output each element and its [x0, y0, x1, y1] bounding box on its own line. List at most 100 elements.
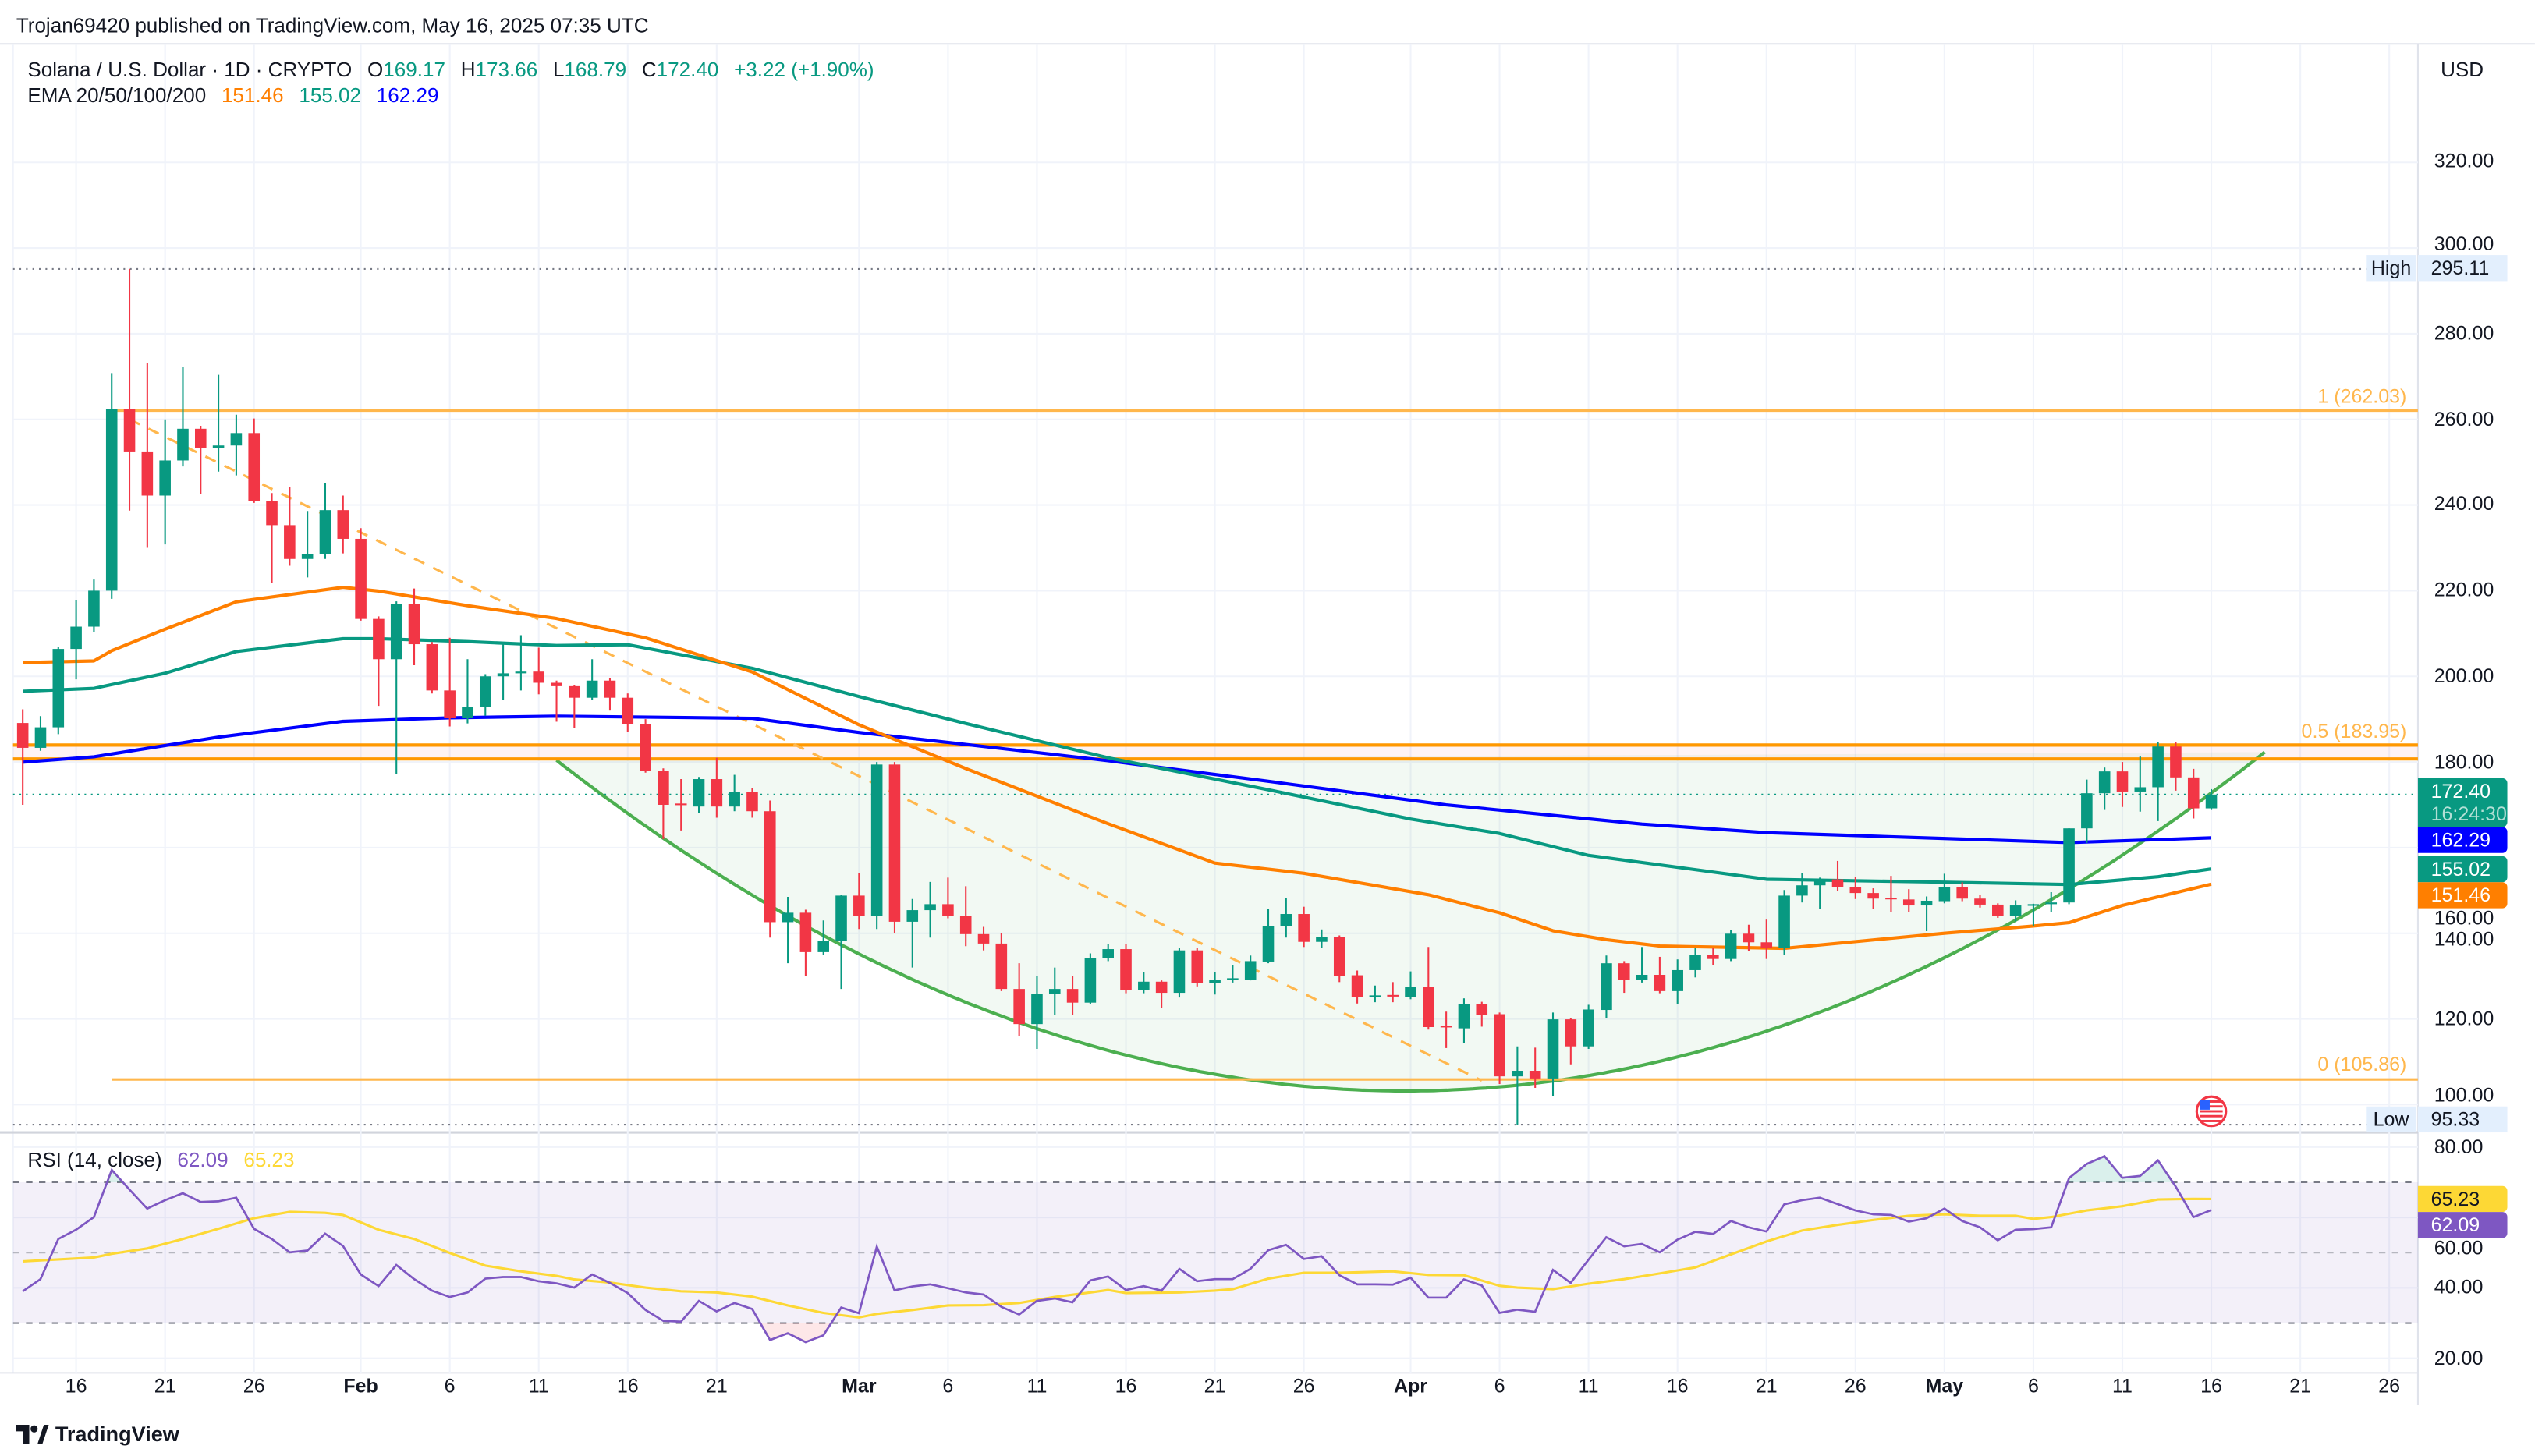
- candle-body: [1351, 975, 1363, 997]
- candle: [2027, 903, 2040, 926]
- candle-body: [1262, 926, 1275, 962]
- high-value-badge: 295.11: [2417, 255, 2508, 282]
- candle: [1831, 860, 1844, 891]
- rsi-label[interactable]: RSI (14, close): [27, 1148, 162, 1172]
- candle-body: [301, 554, 314, 559]
- candle: [1173, 948, 1186, 998]
- candle-body: [1689, 955, 1701, 970]
- candle: [1636, 947, 1648, 983]
- price-tick-label: 100.00: [2434, 1083, 2494, 1107]
- price-pane: [12, 267, 2418, 1126]
- ema200-badge: 162.29: [2417, 827, 2508, 853]
- rsi-legend: RSI (14, close) 62.09 65.23: [27, 1149, 294, 1171]
- candle: [1387, 982, 1399, 1003]
- candle-body: [319, 510, 332, 554]
- candle-body: [1066, 989, 1079, 1003]
- candle-body: [1155, 981, 1168, 994]
- brand-name[interactable]: TradingView: [55, 1421, 179, 1447]
- candle-body: [1743, 933, 1755, 943]
- candle-body: [1725, 933, 1737, 959]
- price-tick-label: 140.00: [2434, 928, 2494, 951]
- candle-body: [569, 685, 580, 698]
- currency-label[interactable]: USD: [2441, 58, 2484, 82]
- candle-body: [1920, 900, 1933, 906]
- candle: [1778, 890, 1790, 955]
- candle-body: [408, 604, 420, 645]
- candle-body: [888, 764, 901, 922]
- candle: [1333, 935, 1346, 983]
- time-label: 16: [2200, 1374, 2222, 1398]
- ema-legend: EMA 20/50/100/200 151.46 155.02 162.29: [27, 84, 438, 107]
- ema-label[interactable]: EMA 20/50/100/200: [27, 84, 207, 108]
- candle-body: [675, 803, 687, 806]
- rsi-tick-label: 40.00: [2434, 1275, 2484, 1298]
- candle-body: [800, 912, 812, 952]
- candle-body: [729, 792, 740, 807]
- candle-body: [2081, 793, 2093, 829]
- candle: [1601, 955, 1612, 1018]
- price-tick-label: 160.00: [2434, 906, 2494, 930]
- candle: [426, 642, 438, 694]
- candle: [817, 920, 830, 955]
- candle-body: [1387, 994, 1399, 997]
- candle: [1369, 985, 1381, 1003]
- rsi-line: [22, 1154, 2212, 1344]
- candle-body: [533, 671, 545, 683]
- candle: [1458, 998, 1470, 1043]
- candle: [1102, 944, 1114, 962]
- candle: [105, 373, 118, 599]
- close-label: C: [641, 58, 657, 82]
- ema200-value: 162.29: [376, 84, 439, 108]
- candle-body: [1707, 955, 1719, 959]
- candle-body: [1512, 1071, 1523, 1077]
- candle: [658, 768, 669, 839]
- candle: [2205, 788, 2218, 810]
- candle-body: [212, 445, 225, 448]
- candle-body: [1423, 987, 1434, 1027]
- candle: [1316, 929, 1328, 948]
- candle: [2009, 900, 2022, 922]
- rsi-tick-label: 20.00: [2434, 1346, 2484, 1369]
- candle-body: [2187, 777, 2200, 809]
- candle-body: [1244, 961, 1257, 980]
- candle: [764, 800, 776, 938]
- ema20-value: 151.46: [221, 84, 284, 108]
- candle-body: [1814, 879, 1826, 886]
- candle-body: [1529, 1071, 1541, 1079]
- candle-body: [2170, 746, 2182, 778]
- time-label: 11: [528, 1374, 549, 1398]
- time-label: 11: [1026, 1374, 1048, 1398]
- time-label: 21: [2289, 1374, 2312, 1398]
- candle: [34, 716, 47, 751]
- time-label: 26: [243, 1374, 265, 1398]
- candle: [746, 788, 758, 818]
- close-value: 172.40: [656, 58, 719, 82]
- time-label: 6: [2027, 1374, 2039, 1398]
- time-label: 16: [616, 1374, 639, 1398]
- tradingview-logo-icon[interactable]: [16, 1424, 49, 1444]
- candle: [141, 363, 154, 548]
- last-price-value: 172.40: [2430, 780, 2491, 803]
- candle: [1956, 882, 1968, 902]
- candle-body: [2027, 904, 2040, 906]
- candle-body: [1138, 981, 1150, 990]
- candle-body: [123, 409, 136, 452]
- candle: [1547, 1012, 1559, 1096]
- candle: [870, 762, 883, 930]
- candle-body: [1013, 989, 1025, 1025]
- candle: [212, 374, 225, 472]
- symbol-title[interactable]: Solana / U.S. Dollar · 1D · CRYPTO: [27, 58, 353, 82]
- candle-body: [1565, 1019, 1577, 1047]
- candle: [301, 511, 314, 578]
- candle-body: [1636, 974, 1648, 980]
- candle: [1814, 877, 1826, 909]
- candle-body: [1654, 974, 1666, 991]
- us-flag-icon[interactable]: [2195, 1095, 2228, 1128]
- candle-body: [141, 451, 154, 496]
- time-label: 26: [1292, 1374, 1315, 1398]
- candle: [1280, 898, 1292, 938]
- fib-level-label: 0 (105.86): [2317, 1053, 2407, 1077]
- candle-body: [194, 428, 207, 448]
- candle-body: [2205, 794, 2218, 809]
